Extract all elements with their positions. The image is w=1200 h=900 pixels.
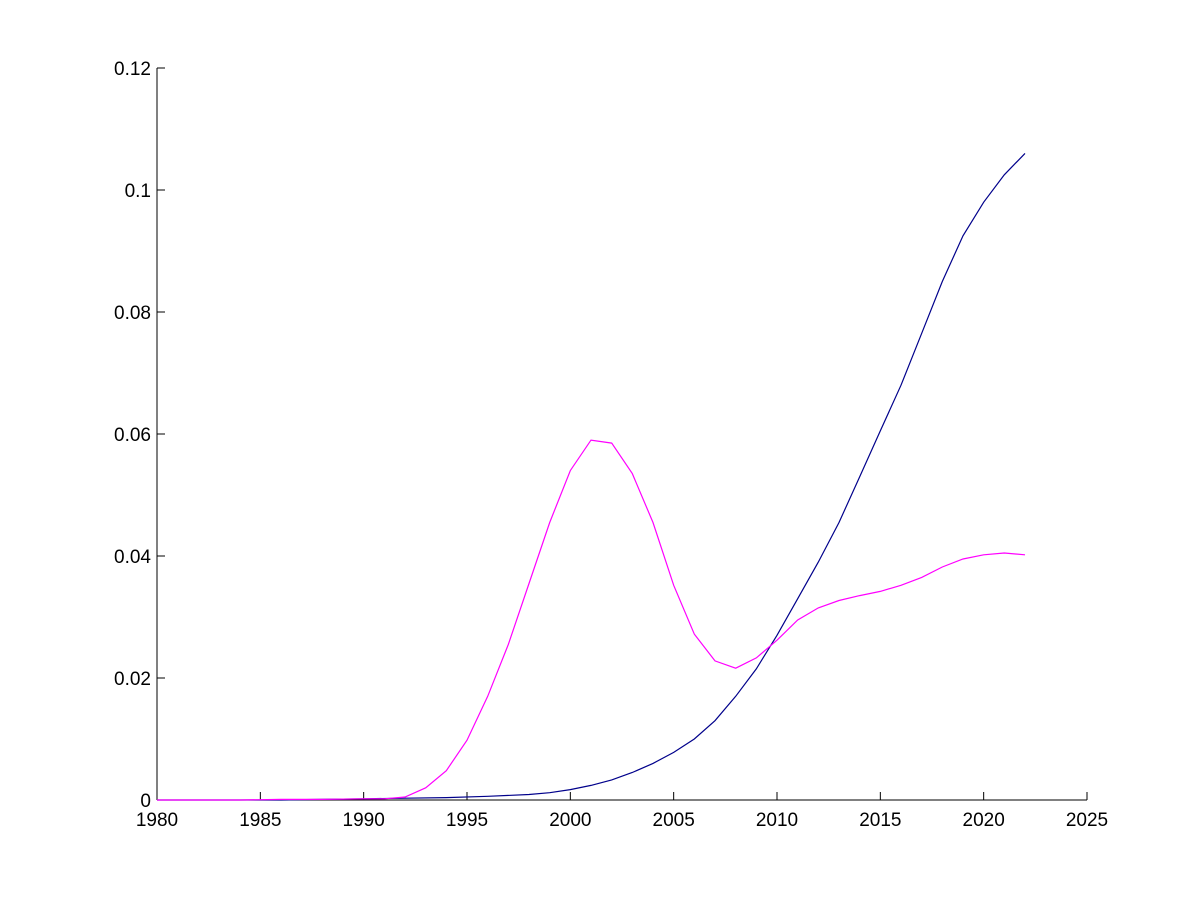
- y-tick-label: 0.08: [114, 303, 151, 324]
- y-tick-label: 0.02: [114, 669, 151, 690]
- x-tick-label: 2015: [859, 810, 901, 831]
- y-tick-label: 0.06: [114, 425, 151, 446]
- axes: 1980 1985 1990 1995 2000 2005 2010 2015 2020 2025…: [114, 59, 1108, 831]
- series-line-1: [157, 152, 1026, 801]
- x-tick-label: 1995: [446, 810, 488, 831]
- x-tick-label: 2005: [653, 810, 695, 831]
- series-layer: [157, 152, 1026, 801]
- x-tick-label: 1980: [136, 810, 178, 831]
- x-tick-label: 2000: [549, 810, 591, 831]
- y-tick-label: 0: [140, 791, 151, 812]
- x-tick-label: 2010: [756, 810, 798, 831]
- x-tick-label: 1990: [343, 810, 385, 831]
- series-line-2: [157, 439, 1026, 801]
- x-tick-label: 1985: [239, 810, 281, 831]
- y-tick-label: 0.1: [125, 181, 151, 202]
- y-tick-label: 0.04: [114, 547, 151, 568]
- x-tick-label: 2020: [963, 810, 1005, 831]
- x-tick-label: 2025: [1066, 810, 1108, 831]
- y-tick-label: 0.12: [114, 59, 151, 80]
